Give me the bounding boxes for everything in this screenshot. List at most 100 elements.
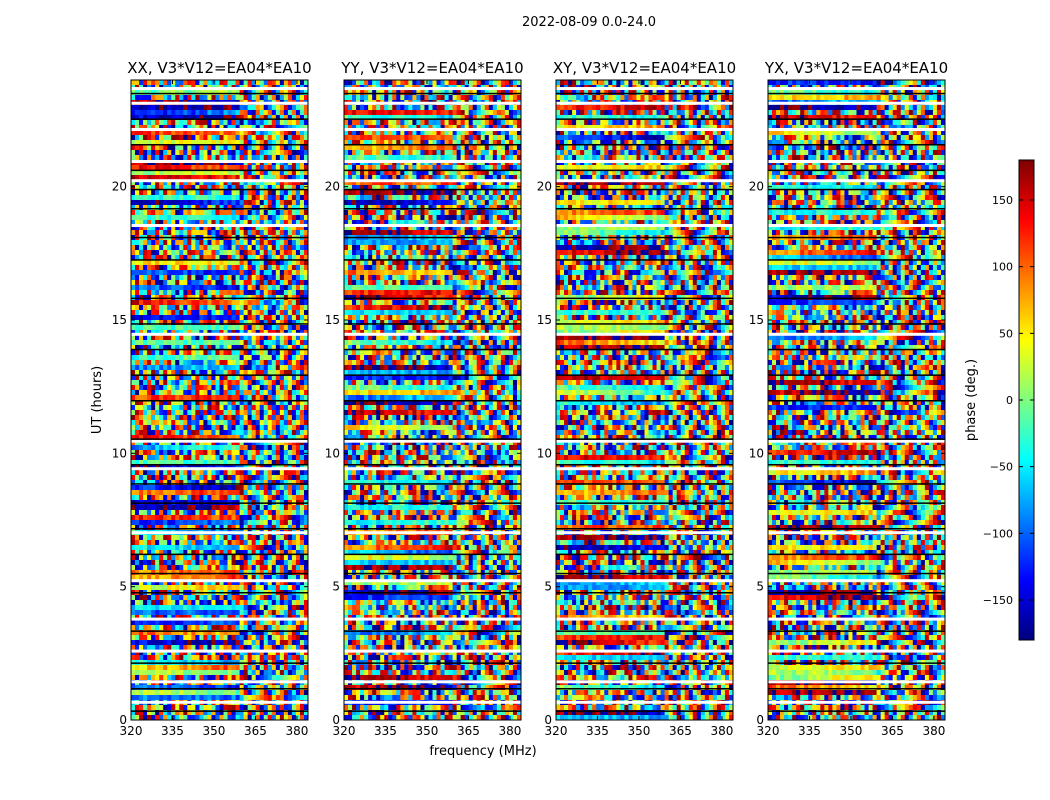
heatmap-cell <box>243 275 249 281</box>
heatmap-cell <box>211 115 216 121</box>
heatmap-cell <box>203 280 208 286</box>
heatmap-cell <box>175 445 180 451</box>
heatmap-cell <box>239 175 244 181</box>
heatmap-cell <box>239 610 244 616</box>
heatmap-cell <box>275 250 281 256</box>
heatmap-cell <box>143 595 148 601</box>
heatmap-cell <box>203 335 208 341</box>
heatmap-cell <box>207 155 212 161</box>
heatmap-cell <box>147 105 152 111</box>
heatmap-cell <box>195 460 200 466</box>
heatmap-cell <box>275 610 281 616</box>
heatmap-cell <box>151 355 156 361</box>
heatmap-cell <box>143 380 148 386</box>
heatmap-cell <box>255 630 261 636</box>
heatmap-cell <box>191 270 196 276</box>
heatmap-cell <box>219 145 224 151</box>
heatmap-cell <box>151 565 156 571</box>
heatmap-cell <box>299 445 305 451</box>
heatmap-cell <box>167 255 172 261</box>
heatmap-cell <box>151 125 156 131</box>
heatmap-cell <box>155 475 160 481</box>
heatmap-cell <box>291 605 297 611</box>
heatmap-cell <box>299 115 305 121</box>
heatmap-cell <box>175 280 180 286</box>
heatmap-cell <box>167 385 172 391</box>
heatmap-cell <box>291 395 297 401</box>
heatmap-cell <box>163 425 168 431</box>
heatmap-cell <box>215 445 220 451</box>
heatmap-cell <box>239 90 244 96</box>
heatmap-cell <box>303 120 309 126</box>
heatmap-cell <box>147 370 152 376</box>
heatmap-cell <box>271 120 277 126</box>
heatmap-cell <box>239 360 244 366</box>
heatmap-cell <box>191 105 196 111</box>
heatmap-cell <box>287 610 293 616</box>
heatmap-cell <box>155 220 160 226</box>
heatmap-cell <box>163 110 168 116</box>
heatmap-cell <box>271 540 277 546</box>
heatmap-cell <box>239 570 244 576</box>
heatmap-cell <box>255 480 261 486</box>
heatmap-cell <box>163 290 168 296</box>
heatmap-cell <box>251 625 257 631</box>
heatmap-cell <box>299 565 305 571</box>
heatmap-cell <box>163 430 168 436</box>
heatmap-cell <box>183 360 188 366</box>
heatmap-cell <box>283 135 289 141</box>
heatmap-cell <box>151 390 156 396</box>
heatmap-cell <box>271 380 277 386</box>
heatmap-cell <box>231 515 236 521</box>
heatmap-cell <box>299 335 305 341</box>
heatmap-cell <box>135 95 140 101</box>
heatmap-cell <box>187 540 192 546</box>
heatmap-cell <box>299 265 305 271</box>
heatmap-cell <box>139 155 144 161</box>
heatmap-cell <box>243 335 249 341</box>
heatmap-cell <box>247 605 253 611</box>
heatmap-cell <box>271 375 277 381</box>
heatmap-cell <box>187 185 192 191</box>
heatmap-cell <box>247 325 253 331</box>
heatmap-cell <box>183 385 188 391</box>
heatmap-cell <box>167 360 172 366</box>
heatmap-cell <box>279 380 285 386</box>
heatmap-cell <box>223 180 228 186</box>
heatmap-cell <box>235 240 240 246</box>
heatmap-cell <box>147 640 152 646</box>
heatmap-cell <box>195 345 200 351</box>
heatmap-cell <box>199 470 204 476</box>
heatmap-cell <box>287 280 293 286</box>
heatmap-cell <box>275 245 281 251</box>
heatmap-cell <box>299 490 305 496</box>
heatmap-cell <box>151 620 156 626</box>
heatmap-cell <box>223 595 228 601</box>
heatmap-cell <box>259 310 265 316</box>
heatmap-cell <box>163 140 168 146</box>
heatmap-cell <box>171 330 176 336</box>
heatmap-cell <box>139 555 144 561</box>
heatmap-cell <box>147 95 152 101</box>
heatmap-cell <box>179 420 184 426</box>
heatmap-cell <box>263 370 269 376</box>
heatmap-cell <box>143 245 148 251</box>
heatmap-cell <box>243 315 249 321</box>
heatmap-cell <box>139 510 144 516</box>
heatmap-cell <box>159 335 164 341</box>
heatmap-cell <box>219 325 224 331</box>
heatmap-cell <box>163 285 168 291</box>
heatmap-cell <box>135 545 140 551</box>
heatmap-cell <box>131 525 136 531</box>
heatmap-cell <box>179 490 184 496</box>
heatmap-cell <box>215 95 220 101</box>
heatmap-cell <box>263 365 269 371</box>
heatmap-cell <box>139 210 144 216</box>
heatmap-cell <box>303 125 309 131</box>
heatmap-cell <box>131 405 136 411</box>
heatmap-cell <box>163 135 168 141</box>
heatmap-cell <box>183 220 188 226</box>
heatmap-cell <box>215 520 220 526</box>
heatmap-cell <box>187 385 192 391</box>
heatmap-cell <box>163 345 168 351</box>
